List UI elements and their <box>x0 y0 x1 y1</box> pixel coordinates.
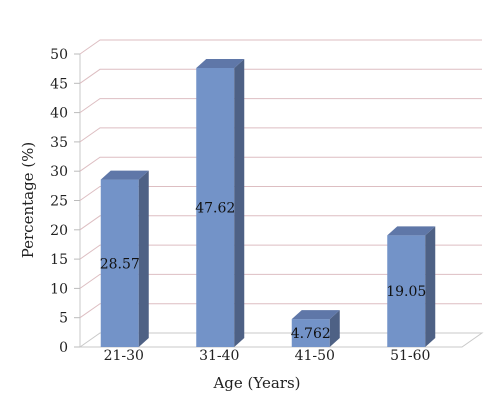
bar-front <box>196 67 235 347</box>
gridline <box>79 98 482 114</box>
bar: 4.762 <box>291 310 340 347</box>
y-tick-label: 45 <box>50 76 68 92</box>
gridline <box>79 244 482 260</box>
y-tick-label: 35 <box>50 135 68 151</box>
x-tick-label: 31-40 <box>199 348 239 364</box>
x-axis-title: Age (Years) <box>212 374 300 392</box>
y-tick-label: 25 <box>50 194 68 210</box>
bar-side <box>138 170 149 347</box>
bar-data-label: 4.762 <box>291 326 331 342</box>
gridline <box>79 156 482 172</box>
gridline <box>79 127 482 143</box>
y-tick-label: 5 <box>59 311 68 327</box>
gridline <box>79 273 482 289</box>
bar-data-label: 47.62 <box>195 200 235 216</box>
bar-side <box>234 58 245 347</box>
bar-top <box>196 58 245 68</box>
y-tick-label: 15 <box>50 252 68 268</box>
y-tick-label: 40 <box>50 106 68 122</box>
x-tick-label: 41-50 <box>295 348 335 364</box>
bar-top <box>291 310 340 320</box>
bar-side <box>329 310 340 347</box>
bar-front <box>100 179 139 347</box>
bar-data-label: 28.57 <box>100 256 140 272</box>
gridline <box>79 303 482 319</box>
y-tick-label: 20 <box>50 223 68 239</box>
y-axis-title: Percentage (%) <box>19 142 37 259</box>
bar-top <box>100 170 149 180</box>
x-axis-ticks: 21-30 31-40 41-50 51-60 <box>104 348 431 364</box>
bar-front <box>291 319 330 347</box>
bar-side <box>425 226 436 347</box>
y-axis-ticks: 0 5 10 15 20 25 30 35 40 45 50 <box>50 47 80 356</box>
x-tick-label: 51-60 <box>390 348 430 364</box>
chart-floor <box>78 332 484 348</box>
y-tick-label: 30 <box>50 164 68 180</box>
gridline <box>79 39 482 55</box>
gridlines <box>78 39 484 348</box>
gridline <box>79 68 482 84</box>
bar-top <box>387 226 436 236</box>
bar: 19.05 <box>386 226 436 347</box>
gridline <box>79 215 482 231</box>
x-tick-label: 21-30 <box>104 348 144 364</box>
bar-front <box>387 235 426 347</box>
y-tick-label: 10 <box>50 281 68 297</box>
bar: 28.57 <box>100 170 149 347</box>
bar-data-label: 19.05 <box>386 284 426 300</box>
bar: 47.62 <box>195 58 245 347</box>
y-tick-label: 0 <box>59 340 68 356</box>
gridline <box>79 186 482 201</box>
y-tick-label: 50 <box>50 47 68 63</box>
bars: 28.57 47.62 4.762 19.05 <box>100 58 436 347</box>
